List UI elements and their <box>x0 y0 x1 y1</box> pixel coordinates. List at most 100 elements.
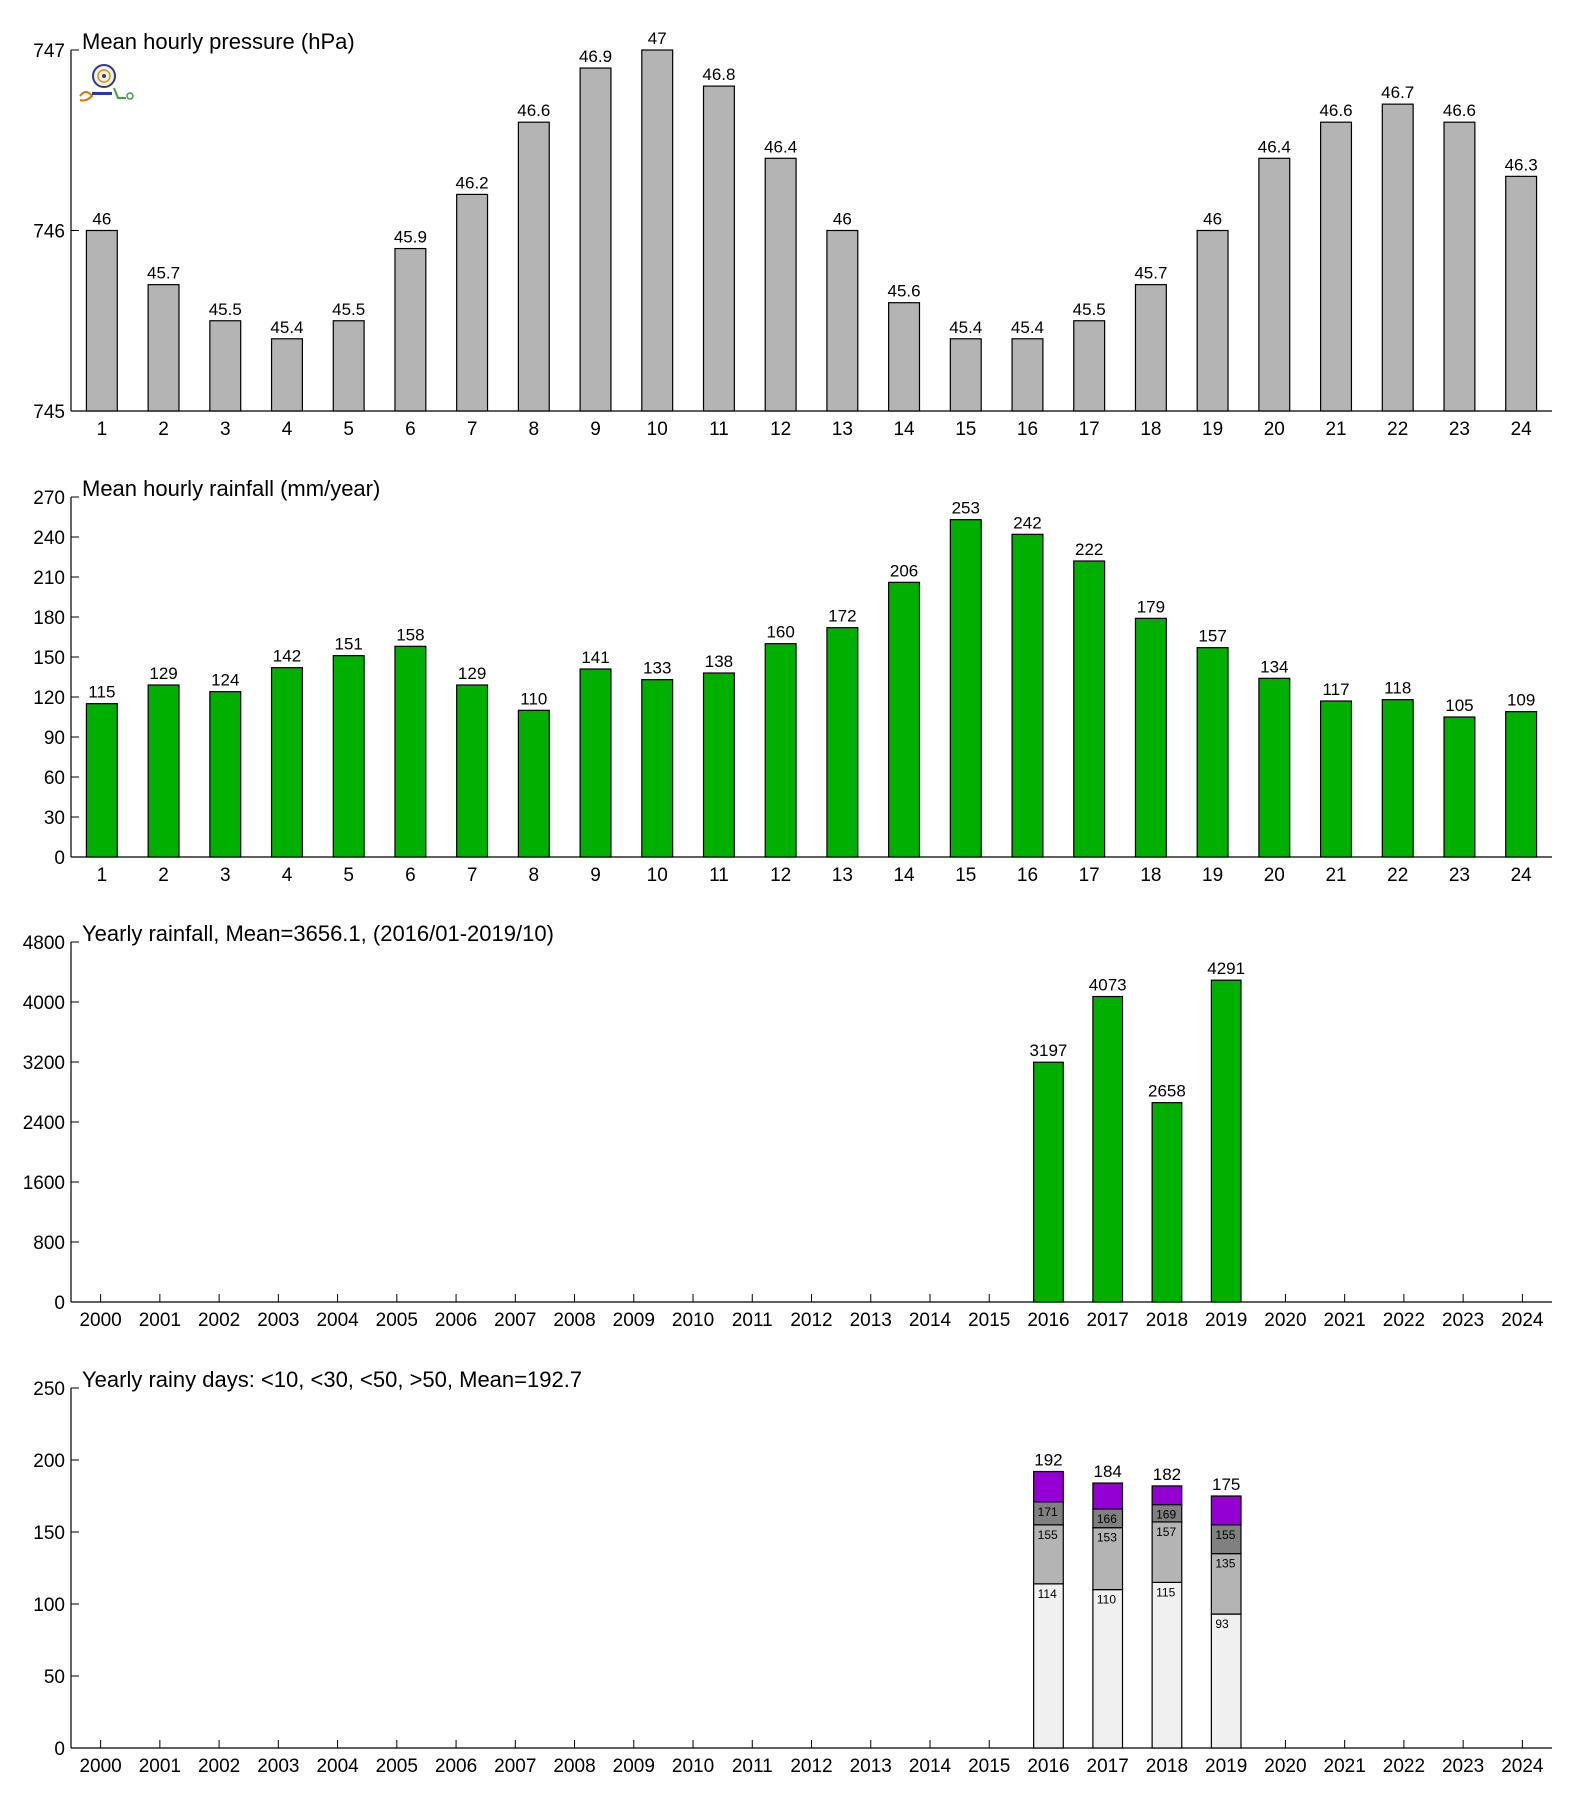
chart2-bar <box>641 679 674 858</box>
chart4-x-tick-label: 2016 <box>1027 1756 1069 1777</box>
chart4-stack-segment <box>1092 1527 1124 1591</box>
chart4-x-tick-label: 2004 <box>316 1756 359 1777</box>
chart4-stack-segment <box>1092 1482 1124 1510</box>
chart1-x-tick-label: 23 <box>1449 419 1470 440</box>
chart4-segment-label: 135 <box>1215 1557 1235 1571</box>
chart1-bar <box>1196 229 1229 412</box>
station-logo-icon <box>79 64 134 102</box>
chart4-x-tick-label: 2005 <box>376 1756 418 1777</box>
chart2-bar <box>702 672 735 858</box>
chart2-bar <box>147 684 180 858</box>
chart3-x-tick-label: 2020 <box>1264 1310 1306 1331</box>
chart1-x-tick-label: 2 <box>158 419 169 440</box>
chart2-bar <box>517 709 550 858</box>
chart1-bar-value-label: 45.4 <box>270 318 303 337</box>
chart3-x-tick-label: 2010 <box>672 1310 714 1331</box>
chart3-x-tick-label: 2000 <box>79 1310 121 1331</box>
chart2-x-tick-label: 19 <box>1202 865 1223 886</box>
chart3-x-tick-label: 2022 <box>1383 1310 1425 1331</box>
chart1-x-tick-label: 8 <box>529 419 540 440</box>
chart3-x-tick-label: 2003 <box>257 1310 299 1331</box>
chart1-x-tick-label: 14 <box>893 419 915 440</box>
chart2-x-tick-label: 6 <box>405 865 416 886</box>
chart1-x-tick-label: 15 <box>955 419 976 440</box>
chart1-x-tick-label: 5 <box>343 419 354 440</box>
chart1-bar <box>579 67 612 412</box>
chart4-x-tick-label: 2014 <box>909 1756 952 1777</box>
chart3-bar-value-label: 4291 <box>1207 959 1245 978</box>
chart2-x-tick-label: 8 <box>529 865 540 886</box>
chart1-bar <box>517 121 550 412</box>
chart4-x-tick-label: 2019 <box>1205 1756 1247 1777</box>
chart1-bar-value-label: 46 <box>1203 210 1222 229</box>
chart3-x-tick-label: 2005 <box>376 1310 418 1331</box>
chart2-bar-value-label: 157 <box>1198 627 1226 646</box>
chart3-x-tick-label: 2011 <box>732 1310 773 1331</box>
chart1-bar <box>641 49 674 412</box>
chart2-bar <box>1319 700 1353 858</box>
chart3-bar-value-label: 3197 <box>1030 1041 1068 1060</box>
chart4-stack-segment <box>1210 1613 1242 1749</box>
chart1-bar <box>826 229 859 412</box>
chart4-total-label: 184 <box>1094 1462 1122 1481</box>
chart2-bar-value-label: 110 <box>520 689 547 708</box>
chart1-bar <box>1073 320 1106 412</box>
chart4-x-tick-label: 2009 <box>613 1756 655 1777</box>
chart1-bar <box>209 320 242 412</box>
chart2-x-tick-label: 1 <box>97 865 108 886</box>
chart4-x-tick-label: 2010 <box>672 1756 714 1777</box>
chart3-x-tick-label: 2023 <box>1442 1310 1484 1331</box>
chart2-x-tick-label: 21 <box>1325 865 1346 886</box>
chart2-bar <box>1505 711 1538 858</box>
chart1-bar <box>702 85 735 412</box>
chart3-y-tick-label: 0 <box>54 1293 65 1314</box>
chart1-x-tick-label: 10 <box>647 419 668 440</box>
chart2-x-tick-label: 12 <box>770 865 791 886</box>
chart4-segment-label: 166 <box>1097 1512 1117 1526</box>
chart1-bar <box>764 157 797 412</box>
chart4-segment-label: 115 <box>1156 1585 1175 1599</box>
chart1-bar <box>147 284 180 412</box>
chart1-title: Mean hourly pressure (hPa) <box>82 29 355 54</box>
chart3-x-tick-label: 2012 <box>790 1310 832 1331</box>
chart3-y-tick-label: 3200 <box>23 1053 65 1074</box>
chart2-x-tick-label: 5 <box>343 865 354 886</box>
chart2-bar-value-label: 129 <box>149 664 177 683</box>
chart2-x-tick-label: 3 <box>220 865 231 886</box>
chart2-x-tick-label: 22 <box>1387 865 1408 886</box>
chart3-bar <box>1210 979 1242 1303</box>
chart4-segment-label: 171 <box>1038 1505 1058 1519</box>
chart1-bar-value-label: 47 <box>648 29 667 48</box>
chart1-bar-value-label: 46 <box>92 210 111 229</box>
chart3-x-tick-label: 2008 <box>553 1310 595 1331</box>
chart3-x-tick-label: 2021 <box>1324 1310 1366 1331</box>
chart1-bar-value-label: 45.5 <box>1073 300 1106 319</box>
chart2-x-tick-label: 7 <box>467 865 478 886</box>
chart1-bar-value-label: 46.4 <box>1258 137 1291 156</box>
chart1-bar-value-label: 46.4 <box>764 137 797 156</box>
chart2-y-tick-label: 60 <box>44 768 65 789</box>
chart1-bar-value-label: 46.3 <box>1505 155 1538 174</box>
chart2-bar <box>888 581 921 858</box>
chart4-stack-segment <box>1151 1521 1183 1584</box>
chart4-x-tick-label: 2000 <box>79 1756 121 1777</box>
chart2-bar-value-label: 115 <box>88 683 115 702</box>
chart1-bar <box>1011 338 1044 412</box>
chart4-stack-segment <box>1210 1552 1242 1615</box>
chart2-bar <box>209 691 242 858</box>
chart1-x-tick-label: 20 <box>1264 419 1285 440</box>
chart2-bar <box>394 645 427 858</box>
chart3-x-tick-label: 2006 <box>435 1310 477 1331</box>
chart2-bar-value-label: 118 <box>1384 679 1411 698</box>
chart1-x-tick-label: 13 <box>832 419 853 440</box>
chart2-bar <box>579 668 612 858</box>
chart2-bar <box>1258 677 1291 858</box>
chart1-x-tick-label: 6 <box>405 419 416 440</box>
chart1-x-tick-label: 18 <box>1140 419 1161 440</box>
chart2-bar <box>1073 560 1106 858</box>
chart1-y-tick-label: 745 <box>33 402 65 423</box>
chart4-segment-label: 114 <box>1038 1587 1057 1601</box>
chart2-bar <box>85 703 118 858</box>
chart4-x-tick-label: 2015 <box>968 1756 1010 1777</box>
